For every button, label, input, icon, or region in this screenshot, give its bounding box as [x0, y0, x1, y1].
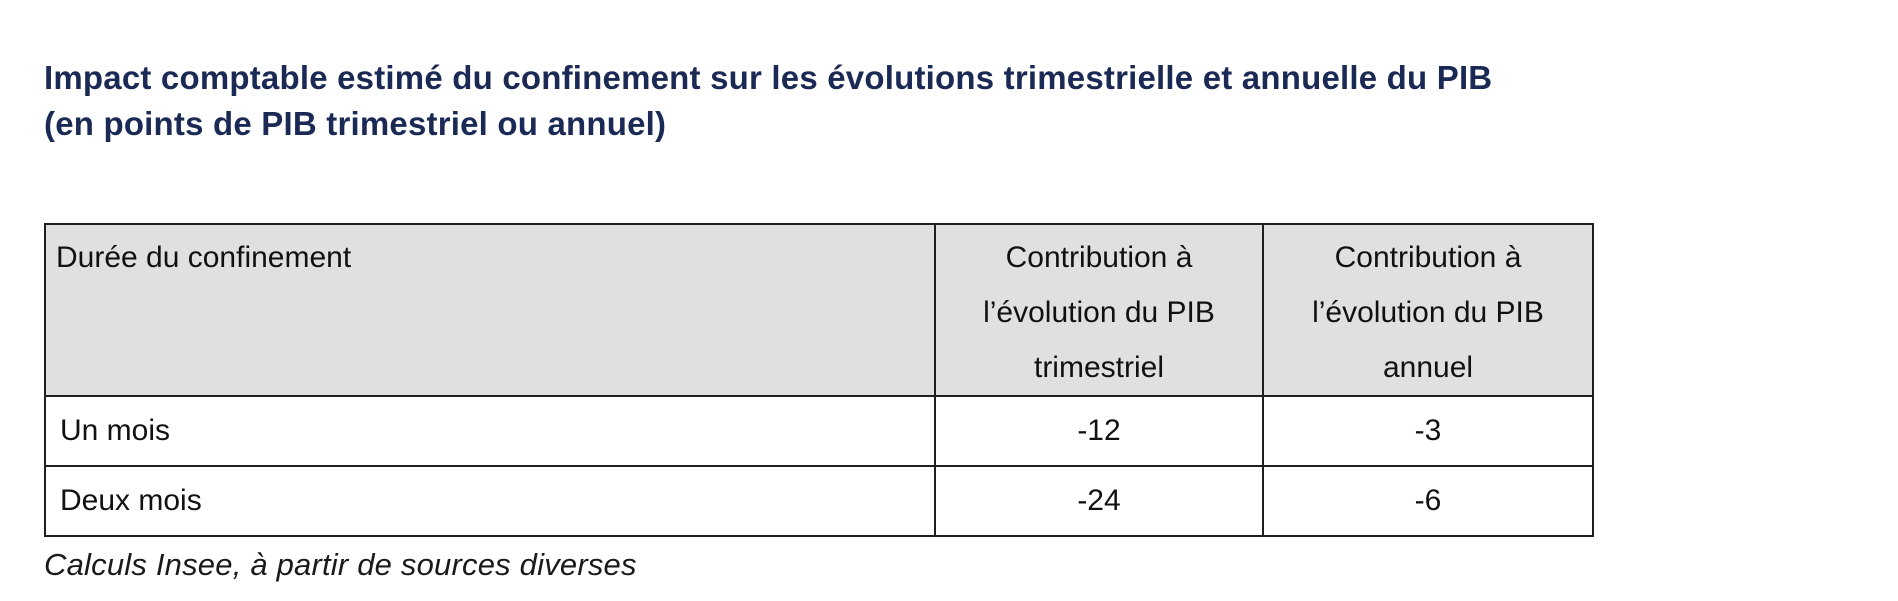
- table-header-row: Durée du confinement Contribution à l’év…: [44, 223, 1594, 397]
- cell-duration: Deux mois: [44, 465, 936, 537]
- figure-title: Impact comptable estimé du confinement s…: [44, 0, 1854, 147]
- table-row-deux-mois: Deux mois -24 -6: [44, 465, 1594, 537]
- col-header-pib-annuel: Contribution à l’évolution du PIB annuel: [1262, 223, 1594, 397]
- col-header-pib-trimestriel: Contribution à l’évolution du PIB trimes…: [934, 223, 1264, 397]
- figure-title-line1: Impact comptable estimé du confinement s…: [44, 59, 1493, 96]
- source-note: Calculs Insee, à partir de sources diver…: [44, 547, 637, 582]
- cell-annual-value: -3: [1262, 395, 1594, 467]
- impact-table: Durée du confinement Contribution à l’év…: [44, 223, 1594, 537]
- col-header-duration: Durée du confinement: [44, 223, 936, 397]
- cell-quarterly-value: -12: [934, 395, 1264, 467]
- cell-duration: Un mois: [44, 395, 936, 467]
- figure-title-line2: (en points de PIB trimestriel ou annuel): [44, 105, 667, 142]
- cell-quarterly-value: -24: [934, 465, 1264, 537]
- cell-annual-value: -6: [1262, 465, 1594, 537]
- table-row-un-mois: Un mois -12 -3: [44, 395, 1594, 467]
